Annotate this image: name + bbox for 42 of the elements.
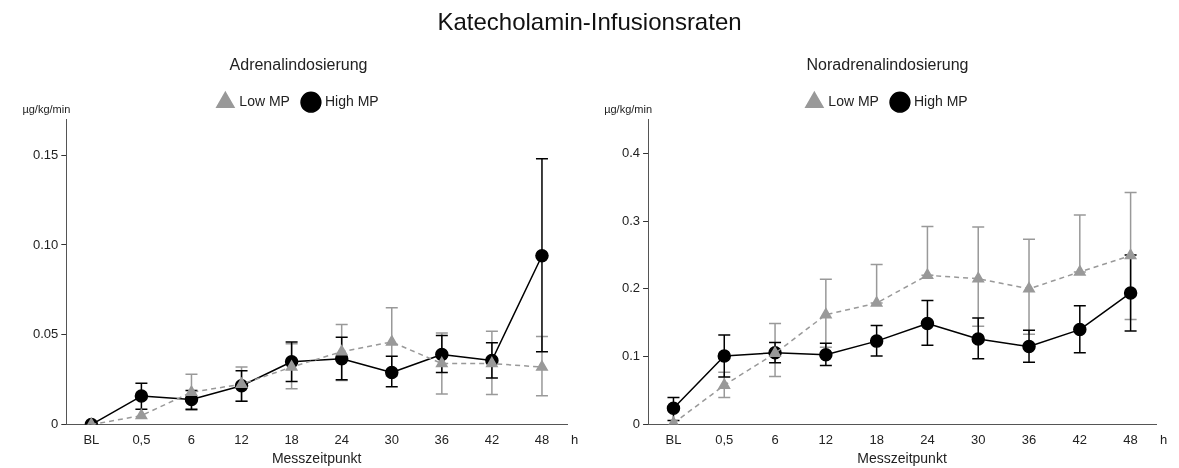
y-tick-label: 0 <box>51 416 59 432</box>
x-tick-label: 42 <box>484 431 500 447</box>
x-tick-label: BL <box>83 431 100 447</box>
x-tick-label: 30 <box>970 431 986 447</box>
y-tick-label: 0.1 <box>621 348 641 364</box>
x-tick-label: 12 <box>818 431 834 447</box>
y-tick-label: 0.15 <box>32 146 59 162</box>
x-tick-label: 48 <box>1123 431 1138 447</box>
x-tick-label: 18 <box>284 431 299 447</box>
legend-label: High MP <box>913 93 968 110</box>
legend-label: Low MP <box>239 93 290 110</box>
y-tick-label: 0.3 <box>621 212 641 228</box>
x-tick-label: 6 <box>187 431 196 447</box>
legend-label: Low MP <box>828 93 879 110</box>
y-tick-label: 0.05 <box>32 326 59 342</box>
y-tick-label: 0.4 <box>621 144 641 160</box>
y-tick-label: 0.2 <box>621 280 641 296</box>
x-tick-label: 24 <box>334 431 349 447</box>
text: h <box>571 431 579 447</box>
y-tick-label: 0 <box>632 416 641 432</box>
x-tick-label: 0,5 <box>132 431 151 447</box>
y-axis-title: µg/kg/min <box>604 102 653 115</box>
y-axis-title: µg/kg/min <box>22 102 71 115</box>
text: Katecholamin-Infusionsraten <box>436 7 743 37</box>
x-tick-label: 12 <box>234 431 249 447</box>
x-tick-label: 36 <box>1021 431 1037 447</box>
x-axis-title: Messzeitpunkt <box>271 450 362 467</box>
x-tick-label: 24 <box>920 431 935 447</box>
legend-label: High MP <box>324 93 379 110</box>
x-tick-label: 36 <box>434 431 450 447</box>
y-tick-label: 0.10 <box>32 236 59 252</box>
x-axis-title: Messzeitpunkt <box>857 450 947 467</box>
x-tick-label: 30 <box>384 431 399 447</box>
x-tick-label: 42 <box>1072 431 1088 447</box>
x-tick-label: 48 <box>534 431 550 447</box>
x-tick-label: 6 <box>771 431 779 447</box>
x-tick-label: 0,5 <box>715 431 734 447</box>
x-tick-label: BL <box>665 431 682 447</box>
chart-title: Adrenalindosierung <box>229 56 368 74</box>
chart-title: Noradrenalindosierung <box>806 56 969 74</box>
text: h <box>1160 431 1168 447</box>
x-tick-label: 18 <box>869 431 884 447</box>
